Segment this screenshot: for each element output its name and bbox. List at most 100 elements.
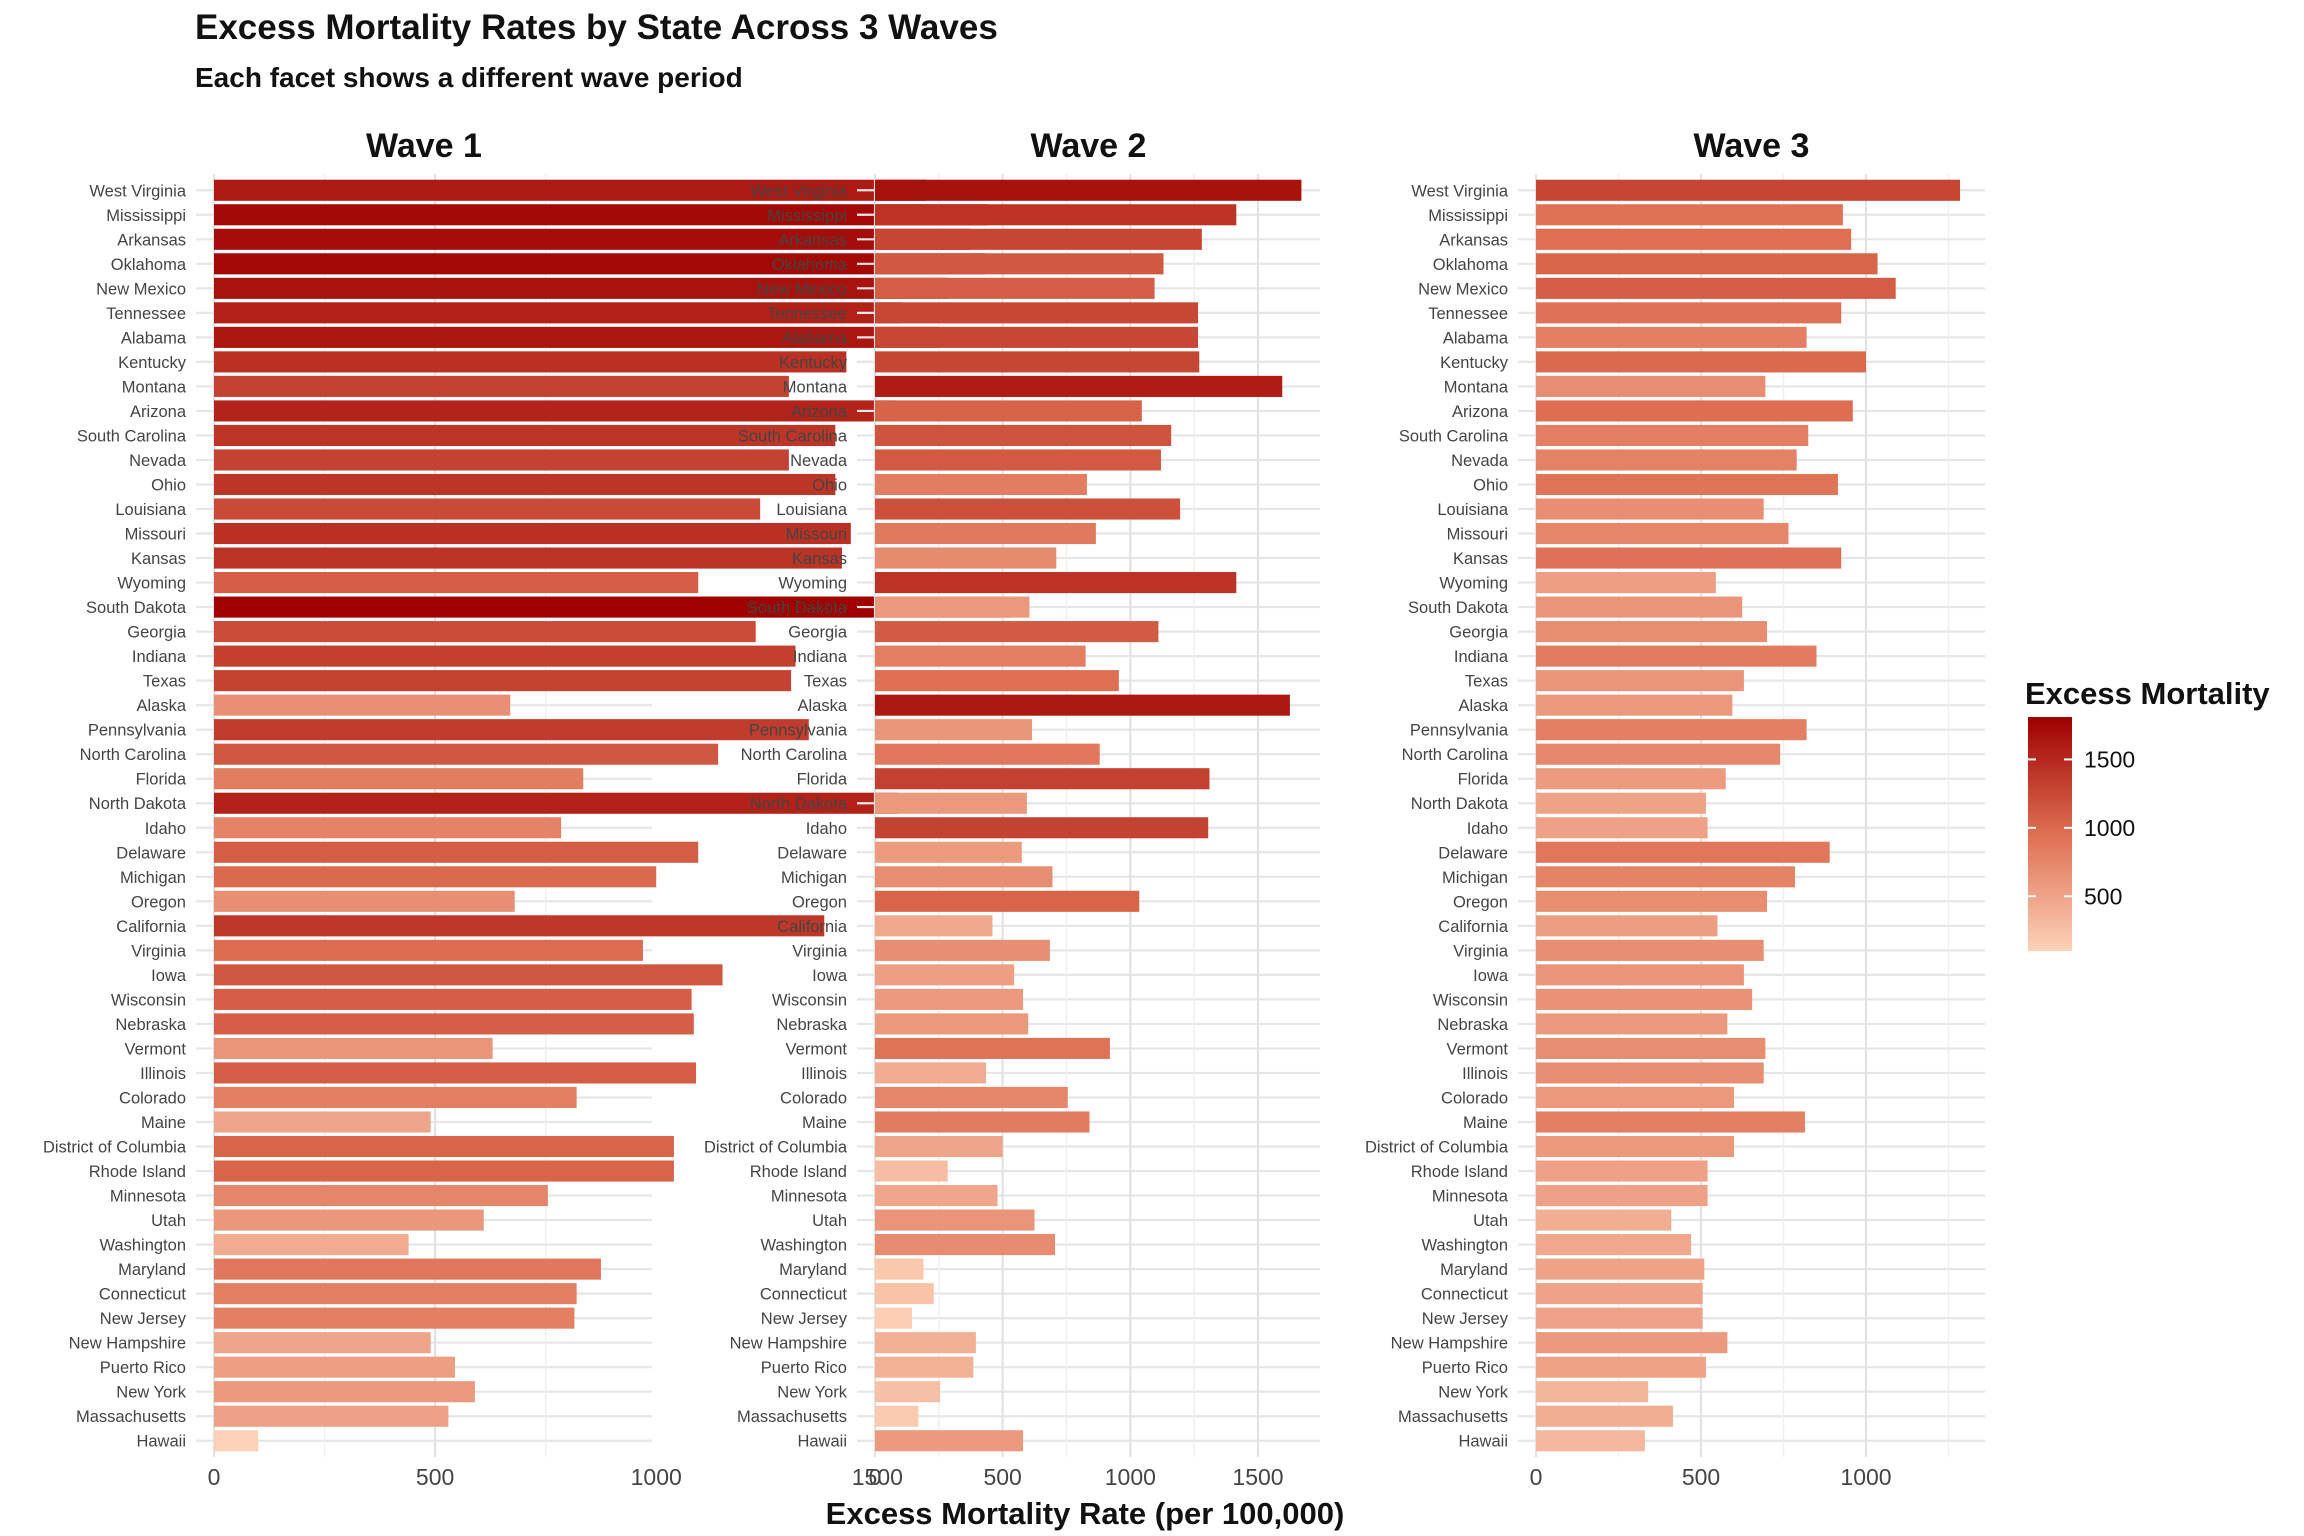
facet-panel-1: Wave 1 West Virginia Mississippi Arkansas Ok…	[43, 127, 1013, 1490]
bar	[1536, 939, 1764, 961]
facet-title-3: Wave 3	[1694, 127, 1810, 165]
category-tick-label: Maryland	[779, 1261, 847, 1279]
category-tick-label: Maine	[141, 1114, 186, 1132]
category-tick-label: Tennessee	[106, 305, 186, 323]
bar	[875, 228, 1202, 250]
bar	[875, 939, 1050, 961]
bar	[1536, 375, 1766, 397]
category-tick-label: Arizona	[791, 403, 848, 421]
bar	[1536, 915, 1718, 937]
bar	[1536, 179, 1961, 201]
category-tick-label: Minnesota	[771, 1188, 848, 1206]
bar	[214, 1135, 674, 1158]
bar	[1536, 1062, 1764, 1084]
category-tick-label: Nebraska	[776, 1016, 847, 1034]
bar	[1536, 449, 1797, 471]
category-tick-label: Florida	[797, 771, 848, 789]
bar	[214, 939, 643, 961]
bar	[214, 375, 789, 397]
category-tick-label: North Carolina	[741, 746, 848, 764]
category-tick-label: Nevada	[1451, 452, 1509, 470]
category-tick-label: Illinois	[801, 1065, 847, 1083]
bar	[214, 1405, 449, 1427]
bar	[214, 964, 723, 986]
bar	[875, 719, 1033, 741]
bar	[214, 179, 926, 201]
category-tick-label: Maine	[1463, 1114, 1508, 1132]
category-tick-label: Louisiana	[1437, 501, 1508, 519]
bar	[875, 1234, 1056, 1256]
category-tick-label: Idaho	[806, 820, 847, 838]
x-axis-label: Excess Mortality Rate (per 100,000)	[826, 1496, 1345, 1531]
category-tick-label: Florida	[1458, 771, 1509, 789]
x-tick-label: 0	[869, 1464, 882, 1490]
category-tick-label: New Mexico	[96, 280, 186, 298]
bar	[214, 1037, 493, 1059]
legend-tick-label: 500	[2084, 883, 2122, 909]
bar	[875, 204, 1237, 226]
bar	[214, 866, 657, 888]
bar	[214, 351, 847, 373]
category-tick-label: Colorado	[780, 1089, 847, 1107]
bar	[1536, 1283, 1703, 1305]
category-tick-label: Rhode Island	[89, 1163, 186, 1181]
bar	[214, 1209, 484, 1231]
category-tick-label: Ohio	[812, 476, 847, 494]
category-tick-label: Maine	[802, 1114, 847, 1132]
category-tick-label: South Dakota	[1408, 599, 1509, 617]
bar	[214, 1258, 601, 1280]
bar	[1536, 1332, 1728, 1354]
bar	[1536, 890, 1767, 912]
category-tick-label: Montana	[1444, 378, 1509, 396]
category-tick-label: Nebraska	[1437, 1016, 1508, 1034]
bar	[875, 768, 1210, 790]
bar	[214, 1356, 456, 1378]
bar	[214, 1062, 697, 1084]
bar	[1536, 547, 1842, 569]
category-tick-label: Kentucky	[1440, 354, 1509, 372]
category-tick-label: Vermont	[1447, 1040, 1509, 1058]
bar	[875, 1086, 1068, 1109]
bar	[214, 792, 898, 814]
category-tick-label: North Dakota	[1411, 795, 1509, 813]
facet-title-2: Wave 2	[1031, 127, 1147, 165]
category-tick-label: Virginia	[792, 942, 848, 960]
category-tick-label: North Carolina	[80, 746, 187, 764]
category-tick-label: Montana	[122, 378, 187, 396]
category-tick-label: Oklahoma	[772, 256, 848, 274]
bar	[1536, 473, 1838, 496]
category-tick-label: Idaho	[1467, 820, 1508, 838]
bar	[1536, 743, 1781, 765]
bar	[214, 890, 515, 912]
bar	[214, 596, 1013, 618]
bar	[875, 841, 1022, 863]
bar	[875, 645, 1086, 667]
bar	[1536, 792, 1706, 814]
category-tick-label: Wyoming	[117, 575, 186, 593]
bar	[214, 1430, 259, 1452]
category-tick-label: Oklahoma	[111, 256, 187, 274]
bar	[214, 719, 809, 741]
category-tick-label: Arizona	[130, 403, 187, 421]
bar	[1536, 326, 1807, 348]
x-tick-label: 1500	[1232, 1464, 1283, 1490]
bar	[214, 694, 511, 716]
category-tick-label: New Hampshire	[730, 1335, 847, 1353]
category-tick-label: Alabama	[121, 329, 187, 347]
bar	[214, 253, 986, 275]
bar	[214, 1160, 674, 1182]
category-tick-label: Alaska	[136, 697, 186, 715]
bar	[1536, 1013, 1728, 1035]
category-tick-label: Kansas	[792, 550, 847, 568]
category-tick-label: Missouri	[786, 526, 847, 544]
bar	[214, 522, 851, 545]
bar	[875, 351, 1200, 373]
bar	[1536, 719, 1807, 741]
facet-panel-3: Wave 3 West Virginia Mississippi Arkansas Ok…	[1365, 127, 1985, 1490]
bar	[875, 1111, 1090, 1133]
bar	[875, 694, 1290, 716]
category-tick-label: Colorado	[119, 1089, 186, 1107]
bar	[1536, 670, 1744, 692]
category-tick-label: Virginia	[131, 942, 187, 960]
category-tick-label: Rhode Island	[750, 1163, 847, 1181]
